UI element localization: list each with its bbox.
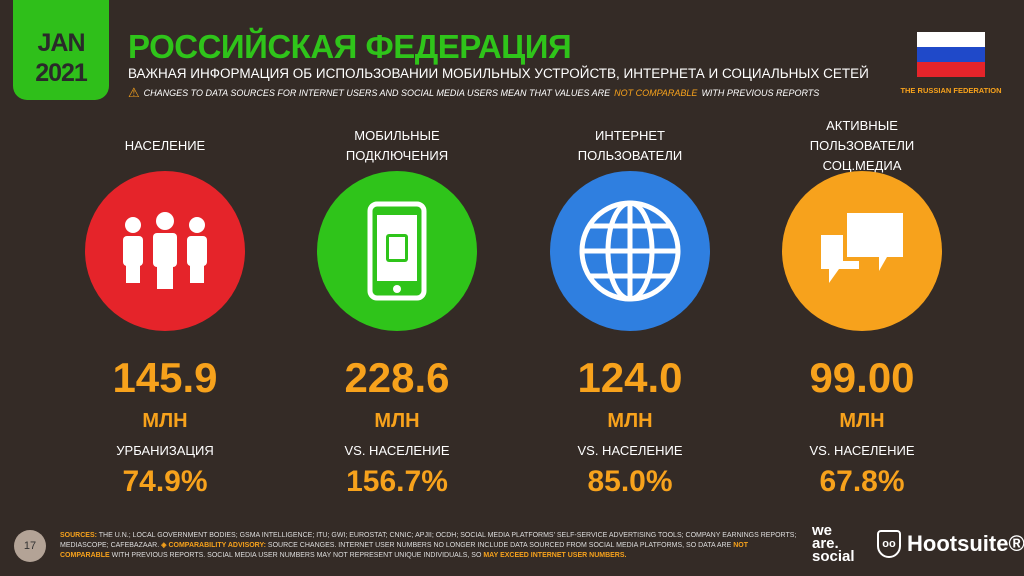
exceed-note: MAY EXCEED INTERNET USER NUMBERS.	[483, 552, 627, 559]
stat-sub-label: УРБАНИЗАЦИЯ	[116, 443, 214, 458]
sources-text: THE U.N.; LOCAL GOVERNMENT BODIES; GSMA …	[60, 532, 797, 549]
stat-value: 124.0	[577, 354, 683, 401]
page-number: 17	[14, 530, 46, 562]
not-comparable: NOT COMPARABLE	[60, 542, 749, 559]
stat-label: НАСЕЛЕНИЕ	[124, 138, 206, 153]
stat-label: АКТИВНЫЕ ПОЛЬЗОВАТЕЛИ СОЦ.МЕДИА	[809, 118, 915, 173]
chat-bubbles-icon	[782, 171, 942, 331]
stat-sub-label: VS. НАСЕЛЕНИЕ	[344, 443, 450, 458]
advisory-text-2: WITH PREVIOUS REPORTS. SOCIAL MEDIA USER…	[111, 552, 482, 559]
stat-unit: МЛН	[839, 410, 885, 432]
stat-label: МОБИЛЬНЫЕ ПОДКЛЮЧЕНИЯ	[345, 128, 449, 163]
globe-icon	[550, 171, 710, 331]
date-badge: JAN 2021	[13, 0, 109, 100]
advisory-text: SOURCE CHANGES. INTERNET USER NUMBERS NO…	[267, 542, 732, 549]
people-icon	[85, 171, 245, 331]
warning-icon: ⚠	[128, 85, 140, 100]
stat-unit: МЛН	[142, 410, 188, 432]
we-are-social-logo: we are. social	[812, 522, 855, 565]
warning-text: CHANGES TO DATA SOURCES FOR INTERNET USE…	[143, 88, 611, 98]
stat-value: 145.9	[112, 354, 218, 401]
stat-label: ИНТЕРНЕТ ПОЛЬЗОВАТЕЛИ	[577, 128, 683, 163]
stat-sub-value: 85.0%	[587, 465, 673, 498]
page-title: РОССИЙСКАЯ ФЕДЕРАЦИЯ	[128, 28, 572, 65]
date-year: 2021	[35, 59, 88, 87]
owl-icon: oo	[877, 530, 901, 558]
stat-value: 99.00	[809, 354, 915, 401]
sources-label: SOURCES:	[60, 532, 97, 539]
warning-highlight: NOT COMPARABLE	[614, 88, 698, 98]
mobile-phone-icon	[317, 171, 477, 331]
date-month: JAN	[37, 29, 85, 57]
stat-unit: МЛН	[607, 410, 653, 432]
page-subtitle: ВАЖНАЯ ИНФОРМАЦИЯ ОБ ИСПОЛЬЗОВАНИИ МОБИЛ…	[128, 66, 869, 81]
footer-sources: SOURCES: THE U.N.; LOCAL GOVERNMENT BODI…	[60, 531, 798, 561]
stat-sub-value: 67.8%	[819, 465, 905, 498]
stat-sub-label: VS. НАСЕЛЕНИЕ	[809, 443, 915, 458]
stat-unit: МЛН	[374, 410, 420, 432]
stat-sub-value: 74.9%	[122, 465, 208, 498]
hootsuite-logo: oo Hootsuite®	[877, 530, 1024, 558]
stat-sub-label: VS. НАСЕЛЕНИЕ	[577, 443, 683, 458]
warning-text-end: WITH PREVIOUS REPORTS	[701, 88, 820, 98]
stat-value: 228.6	[344, 354, 450, 401]
advisory-label: ◈ COMPARABILITY ADVISORY:	[161, 542, 266, 549]
flag-caption: THE RUSSIAN FEDERATION	[900, 86, 1002, 95]
warning-note: ⚠ CHANGES TO DATA SOURCES FOR INTERNET US…	[128, 85, 819, 101]
stat-sub-value: 156.7%	[346, 465, 448, 498]
russia-flag-icon	[917, 32, 985, 77]
